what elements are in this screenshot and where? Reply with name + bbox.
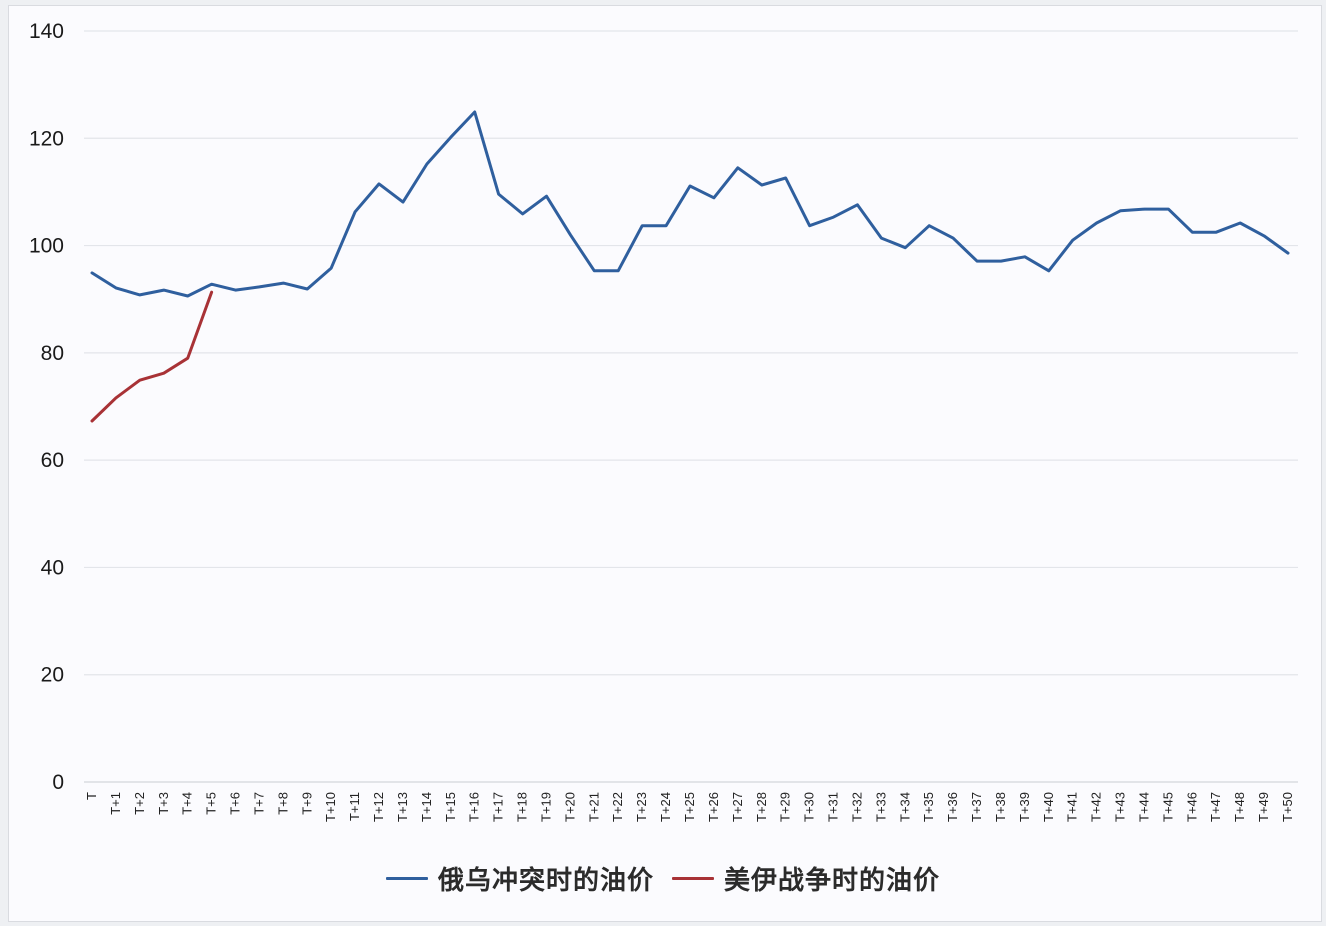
x-tick-label: T+17 xyxy=(491,792,506,822)
series-line-russia-ukraine xyxy=(90,110,1290,298)
y-tick-label: 0 xyxy=(52,771,64,794)
x-tick-label: T+18 xyxy=(515,792,530,822)
x-tick-label: T+14 xyxy=(419,792,434,822)
x-tick-label: T+11 xyxy=(347,792,362,821)
x-tick-label: T+42 xyxy=(1089,792,1104,822)
red-line-swatch-icon xyxy=(672,877,714,880)
x-tick-label: T+16 xyxy=(467,792,482,822)
legend: 俄乌冲突时的油价 美伊战争时的油价 xyxy=(0,860,1326,897)
x-tick-label: T+6 xyxy=(228,792,243,815)
series-lines xyxy=(90,110,1290,423)
series-line-us-iran xyxy=(90,290,214,423)
x-tick-label: T+12 xyxy=(371,792,386,822)
x-tick-label: T+47 xyxy=(1208,792,1223,822)
x-tick-label: T+39 xyxy=(1017,792,1032,822)
x-tick-label: T+49 xyxy=(1256,792,1271,822)
x-tick-label: T+50 xyxy=(1280,792,1295,822)
x-tick-label: T+26 xyxy=(706,792,721,822)
x-tick-label: T+40 xyxy=(1041,792,1056,822)
x-tick-label: T+24 xyxy=(658,792,673,822)
y-tick-label: 80 xyxy=(41,342,64,365)
x-tick-label: T+30 xyxy=(802,792,817,822)
x-tick-label: T+41 xyxy=(1065,792,1080,822)
x-tick-label: T+5 xyxy=(204,792,219,815)
y-tick-label: 20 xyxy=(41,664,64,687)
y-tick-label: 140 xyxy=(29,20,64,43)
x-tick-label: T+44 xyxy=(1136,792,1151,822)
x-tick-label: T+38 xyxy=(993,792,1008,822)
x-tick-label: T+37 xyxy=(969,792,984,822)
x-tick-label: T+2 xyxy=(132,792,147,815)
x-axis-labels: T T+1 T+2 T+3 T+4 T+5 T+6 T+7 T+8 T+9 T+10 T+11 T+12… xyxy=(84,792,1295,822)
grid-lines xyxy=(84,30,1298,783)
x-tick-label: T+34 xyxy=(897,792,912,822)
x-tick-label: T+28 xyxy=(754,792,769,822)
blue-line-swatch-icon xyxy=(385,877,428,880)
legend-item-russia-ukraine[interactable]: 俄乌冲突时的油价 xyxy=(385,860,654,897)
x-tick-label: T+15 xyxy=(443,792,458,822)
legend-label: 俄乌冲突时的油价 xyxy=(437,866,654,896)
x-tick-label: T+10 xyxy=(323,792,338,822)
x-tick-label: T+20 xyxy=(562,792,577,822)
x-tick-label: T+29 xyxy=(778,792,793,822)
x-tick-label: T+36 xyxy=(945,792,960,822)
x-tick-label: T+48 xyxy=(1232,792,1247,822)
x-tick-label: T+43 xyxy=(1113,792,1128,822)
y-tick-label: 40 xyxy=(41,556,64,579)
x-tick-label: T+21 xyxy=(586,792,601,822)
chart-frame xyxy=(8,5,1322,922)
y-tick-label: 120 xyxy=(29,127,64,150)
x-tick-label: T+25 xyxy=(682,792,697,822)
x-tick-label: T+13 xyxy=(395,792,410,822)
x-tick-label: T+1 xyxy=(108,792,123,815)
y-tick-label: 60 xyxy=(41,449,64,472)
y-tick-label: 100 xyxy=(29,235,64,258)
x-tick-label: T xyxy=(84,792,99,800)
x-tick-label: T+19 xyxy=(538,792,553,822)
x-tick-label: T+35 xyxy=(921,792,936,822)
x-tick-label: T+23 xyxy=(634,792,649,822)
x-tick-label: T+33 xyxy=(873,792,888,822)
x-tick-label: T+32 xyxy=(849,792,864,822)
x-tick-label: T+4 xyxy=(180,792,195,815)
x-tick-label: T+7 xyxy=(251,792,266,815)
legend-label: 美伊战争时的油价 xyxy=(724,866,941,896)
x-tick-label: T+9 xyxy=(299,792,314,815)
x-tick-label: T+46 xyxy=(1184,792,1199,822)
legend-item-us-iran[interactable]: 美伊战争时的油价 xyxy=(672,860,940,897)
y-axis-labels: 0 20 40 60 80 100 120 140 xyxy=(29,20,64,794)
x-tick-label: T+31 xyxy=(826,792,841,822)
x-tick-label: T+22 xyxy=(610,792,625,822)
x-tick-label: T+27 xyxy=(730,792,745,822)
x-tick-label: T+45 xyxy=(1160,792,1175,822)
x-tick-label: T+3 xyxy=(156,792,171,815)
x-tick-label: T+8 xyxy=(275,792,290,815)
